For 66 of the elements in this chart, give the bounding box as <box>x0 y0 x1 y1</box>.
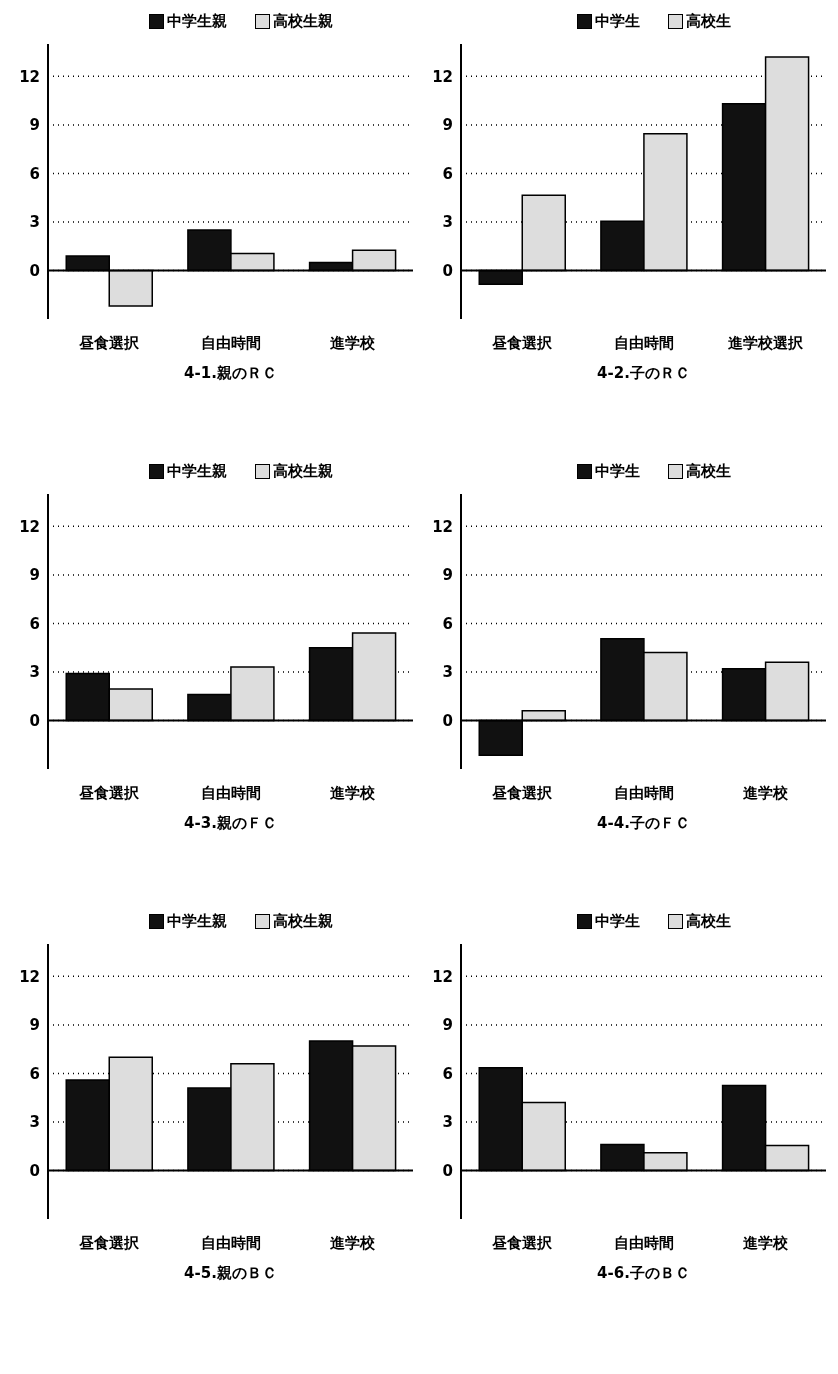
y-tick-label: 0 <box>442 711 453 730</box>
y-tick-label: 12 <box>432 517 453 536</box>
y-tick-label: 12 <box>432 67 453 86</box>
y-tick-label: 3 <box>29 663 40 682</box>
legend-label: 高校生 <box>685 911 731 931</box>
text: 4-6.子のＢＣ <box>596 1264 691 1283</box>
text: 4-2.子のＲＣ <box>596 364 691 383</box>
legend-label: 中学生親 <box>166 911 227 931</box>
y-tick-label: 9 <box>29 116 40 135</box>
legend-label: 高校生親 <box>272 11 333 31</box>
y-tick-label: 0 <box>442 1161 453 1180</box>
x-tick-label: 進学校 <box>328 1233 376 1252</box>
y-tick-label: 0 <box>29 711 40 730</box>
y-tick-label: 0 <box>442 261 453 280</box>
y-tick-label: 6 <box>29 1064 40 1083</box>
y-tick-label: 3 <box>442 213 453 232</box>
x-tick-label: 進学校選択 <box>726 333 804 352</box>
text: 4-4.子のＦＣ <box>596 814 691 833</box>
y-tick-label: 0 <box>29 1161 40 1180</box>
y-tick-label: 12 <box>19 967 40 986</box>
legend-label: 高校生親 <box>272 461 333 481</box>
y-tick-label: 6 <box>442 614 453 633</box>
text: 4-1.親のＲＣ <box>183 364 278 383</box>
x-tick-label: 自由時間 <box>200 1233 261 1252</box>
x-tick-label: 自由時間 <box>200 783 261 802</box>
y-tick-label: 9 <box>442 1016 453 1035</box>
x-tick-label: 自由時間 <box>613 333 674 352</box>
x-tick-label: 進学校 <box>328 783 376 802</box>
legend-label: 高校生親 <box>272 911 333 931</box>
legend-label: 高校生 <box>685 11 731 31</box>
x-tick-label: 自由時間 <box>200 333 261 352</box>
x-tick-label: 昼食選択 <box>77 1233 140 1252</box>
x-tick-label: 昼食選択 <box>490 783 553 802</box>
y-tick-label: 3 <box>29 1113 40 1132</box>
text: 4-3.親のＦＣ <box>183 814 278 833</box>
legend-label: 中学生 <box>594 11 640 31</box>
y-tick-label: 12 <box>19 67 40 86</box>
y-tick-label: 6 <box>442 164 453 183</box>
text: 4-5.親のＢＣ <box>183 1264 278 1283</box>
y-tick-label: 6 <box>29 164 40 183</box>
y-tick-label: 9 <box>442 116 453 135</box>
x-tick-label: 昼食選択 <box>490 333 553 352</box>
x-tick-label: 進学校 <box>741 783 789 802</box>
y-tick-label: 9 <box>442 566 453 585</box>
y-tick-label: 3 <box>442 1113 453 1132</box>
y-tick-label: 12 <box>19 517 40 536</box>
y-tick-label: 3 <box>29 213 40 232</box>
x-tick-label: 自由時間 <box>613 1233 674 1252</box>
x-tick-label: 昼食選択 <box>77 783 140 802</box>
y-tick-label: 0 <box>29 261 40 280</box>
y-tick-label: 6 <box>442 1064 453 1083</box>
legend-label: 高校生 <box>685 461 731 481</box>
legend-label: 中学生 <box>594 911 640 931</box>
y-tick-label: 12 <box>432 967 453 986</box>
x-tick-label: 昼食選択 <box>77 333 140 352</box>
legend-label: 中学生親 <box>166 461 227 481</box>
y-tick-label: 6 <box>29 614 40 633</box>
y-tick-label: 9 <box>29 566 40 585</box>
y-tick-label: 9 <box>29 1016 40 1035</box>
legend-label: 中学生 <box>594 461 640 481</box>
y-tick-label: 3 <box>442 663 453 682</box>
x-tick-label: 昼食選択 <box>490 1233 553 1252</box>
x-tick-label: 進学校 <box>328 333 376 352</box>
legend-label: 中学生親 <box>166 11 227 31</box>
x-tick-label: 自由時間 <box>613 783 674 802</box>
x-tick-label: 進学校 <box>741 1233 789 1252</box>
